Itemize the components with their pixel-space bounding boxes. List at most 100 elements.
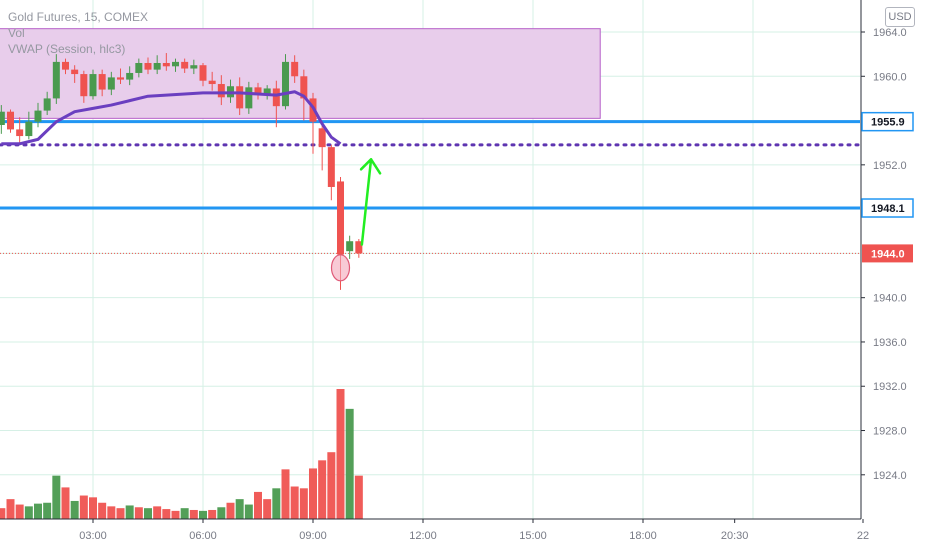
volume-bar — [0, 508, 6, 519]
candle-body — [117, 77, 124, 80]
volume-bar — [217, 507, 226, 519]
volume-bar — [15, 504, 24, 519]
candle-body — [7, 111, 14, 130]
candle — [16, 117, 24, 144]
volume-bar — [89, 497, 97, 519]
candle — [71, 65, 79, 83]
candle-body — [98, 74, 106, 90]
volume-bar — [180, 508, 189, 519]
green-arrow — [359, 158, 382, 246]
candle — [181, 58, 189, 73]
candle-body — [254, 87, 262, 96]
candle — [144, 57, 152, 75]
candle — [327, 144, 335, 201]
vwap-line — [1, 90, 342, 146]
candle — [172, 58, 179, 72]
volume-bar — [208, 509, 217, 519]
volume-bar — [70, 500, 79, 519]
candle-body — [318, 128, 326, 148]
candle — [98, 69, 106, 97]
volume-bar — [153, 506, 162, 519]
volume-bar — [263, 499, 272, 519]
volume-bar — [98, 502, 107, 519]
candle-body — [89, 74, 97, 97]
candle-body — [346, 241, 354, 252]
volume-bar — [327, 452, 336, 519]
volume-bar — [107, 506, 116, 519]
candle — [62, 58, 69, 75]
price-tick-label: 1924.0 — [873, 470, 907, 482]
time-axis-background — [0, 519, 932, 550]
candle — [282, 54, 289, 110]
volume-bar — [299, 488, 308, 519]
volume-bar — [226, 502, 235, 519]
chart-legend: Gold Futures, 15, COMEX Vol VWAP (Sessio… — [8, 9, 148, 57]
time-axis: 03:00 06:00 09:00 12:00 15:00 18:00 20:30 22 — [79, 519, 869, 542]
time-tick-label: 20:30 — [721, 530, 749, 542]
price-tick-label: 1964.0 — [873, 27, 907, 39]
volume-bar — [171, 510, 180, 519]
currency-button[interactable]: USD — [885, 7, 915, 27]
price-tick-label: 1928.0 — [873, 426, 907, 438]
volume-bar — [134, 507, 143, 519]
price-tick-label: 1932.0 — [873, 381, 907, 393]
volume-bars — [0, 389, 363, 519]
volume-bar — [345, 408, 354, 519]
price-tick-label: 1952.0 — [873, 160, 907, 172]
volume-bar — [43, 502, 52, 519]
price-tick-label: 1940.0 — [873, 293, 907, 305]
candle — [135, 58, 143, 78]
candle — [236, 77, 244, 116]
candle-body — [245, 87, 253, 109]
candle-body — [25, 121, 33, 137]
volume-bar — [125, 505, 134, 519]
volume-bar — [61, 487, 70, 519]
price-label-box — [861, 198, 914, 218]
candle-body — [208, 80, 216, 85]
candle — [89, 69, 97, 100]
candle-body — [162, 62, 170, 67]
candle-body — [62, 61, 69, 70]
volume-bar — [116, 508, 125, 519]
candle-body — [126, 72, 134, 80]
candle — [254, 82, 262, 100]
candle — [208, 71, 216, 91]
time-tick-label: 03:00 — [79, 530, 107, 542]
candle — [43, 91, 51, 116]
candle-body — [153, 62, 161, 70]
candle — [217, 75, 225, 106]
price-label-box — [861, 111, 914, 132]
candle — [162, 53, 170, 71]
time-tick-label: 09:00 — [299, 530, 327, 542]
candle — [291, 55, 299, 83]
candle-body — [172, 61, 179, 67]
candle — [7, 109, 14, 133]
time-tick-label: 15:00 — [519, 530, 547, 542]
price-tick-label: 1960.0 — [873, 71, 907, 83]
volume-bar — [309, 468, 317, 519]
candle — [52, 54, 60, 104]
candle-body — [337, 181, 344, 255]
candle — [0, 105, 5, 134]
volume-bar — [272, 488, 281, 519]
volume-bar — [290, 486, 299, 519]
volume-bar — [354, 475, 363, 519]
price-label: 1955.9 — [861, 111, 914, 132]
candle-body — [71, 69, 79, 75]
time-tick-label: 18:00 — [629, 530, 657, 542]
volume-bar — [244, 504, 253, 519]
candle — [245, 81, 253, 114]
candle — [117, 68, 124, 85]
candle-body — [355, 241, 363, 254]
volume-bar — [281, 469, 290, 519]
volume-bar — [144, 508, 152, 519]
volume-bar — [52, 475, 61, 519]
volume-bar — [79, 495, 88, 519]
legend-volume: Vol — [8, 26, 25, 40]
price-tick-label: 1936.0 — [873, 337, 907, 349]
legend-symbol: Gold Futures, 15, COMEX — [8, 10, 149, 24]
candle-body — [16, 129, 24, 137]
candle-body — [0, 111, 5, 125]
highlight-circle — [330, 254, 351, 282]
price-label: 1948.1 — [861, 198, 914, 218]
